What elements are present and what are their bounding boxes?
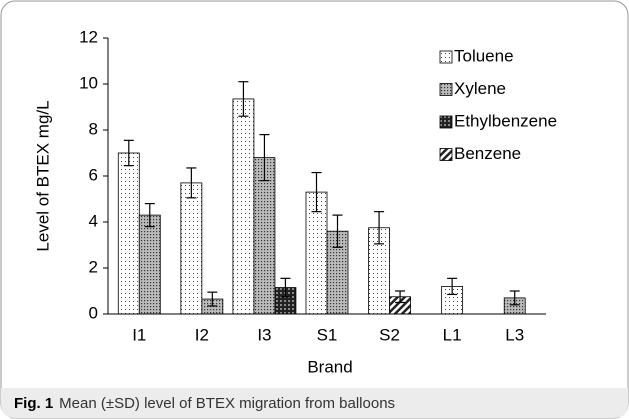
error-bar [447, 277, 458, 296]
bar [180, 182, 203, 315]
error-bar [238, 81, 249, 117]
caption-label: Fig. 1 [14, 395, 53, 412]
error-bar [509, 290, 520, 306]
x-tick-label: L3 [505, 325, 524, 344]
y-tick-label: 6 [89, 165, 98, 184]
error-bar [186, 167, 197, 199]
x-tick-label: I3 [257, 325, 271, 344]
x-tick-label: I1 [132, 325, 146, 344]
error-bar [395, 290, 406, 304]
x-tick-label: I2 [195, 325, 209, 344]
legend-label: Benzene [454, 144, 521, 163]
error-bar [280, 277, 291, 298]
legend-swatch [439, 83, 453, 96]
legend-swatch [439, 148, 453, 161]
x-tick-label: L1 [443, 325, 462, 344]
y-tick-label: 10 [79, 73, 98, 92]
y-tick-label: 8 [89, 119, 98, 138]
y-tick-label: 12 [79, 27, 98, 46]
caption: Fig. 1 Mean (±SD) level of BTEX migration… [14, 395, 395, 412]
legend-label: Xylene [454, 79, 506, 98]
caption-text: Mean (±SD) level of BTEX migration from … [59, 395, 395, 412]
y-tick-label: 2 [89, 257, 98, 276]
y-tick-label: 0 [89, 303, 98, 322]
x-tick-label: S2 [379, 325, 400, 344]
caption-band [1, 388, 628, 418]
error-bar [207, 291, 218, 307]
bar [138, 214, 161, 315]
error-bar [332, 214, 343, 248]
x-tick-label: S1 [317, 325, 338, 344]
y-axis-label: Level of BTEX mg/L [33, 100, 52, 251]
legend-swatch [439, 50, 453, 64]
bar [232, 98, 255, 315]
error-bar [374, 211, 385, 245]
bar [117, 152, 140, 315]
legend-label: Ethylbenzene [454, 111, 557, 130]
error-bar [123, 139, 134, 167]
error-bar [144, 203, 155, 228]
legend-label: Toluene [454, 46, 514, 65]
y-tick-label: 4 [89, 211, 98, 230]
legend-swatch [439, 115, 453, 129]
error-bar [311, 171, 322, 213]
x-axis-label: Brand [307, 357, 352, 376]
error-bar [259, 134, 270, 182]
